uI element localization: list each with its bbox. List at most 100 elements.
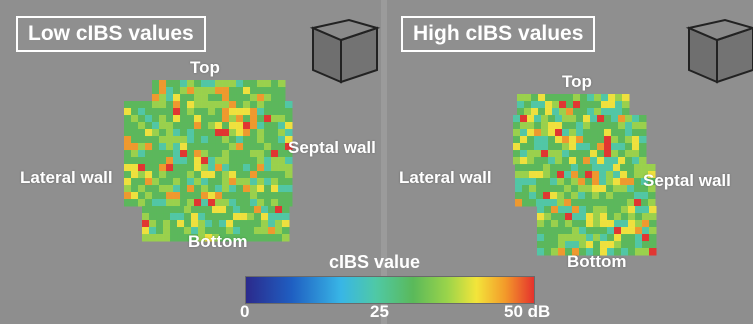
heart-map-cell <box>131 192 139 200</box>
heart-map-cell <box>565 206 573 214</box>
heart-map-cell <box>215 178 223 186</box>
heart-map-cell <box>285 178 293 186</box>
heart-map-cell <box>543 171 551 179</box>
heart-map-cell <box>243 129 251 137</box>
heart-map-cell <box>569 143 577 151</box>
heart-map-cell <box>564 171 572 179</box>
heart-map-cell <box>618 122 626 130</box>
heart-map-cell <box>566 101 574 109</box>
heart-map-cell <box>599 192 607 200</box>
heart-map-cell <box>229 199 237 207</box>
heart-map-cell <box>632 129 640 137</box>
heart-map-cell <box>572 248 580 256</box>
heart-map-cell <box>191 213 199 221</box>
heart-map-cell <box>583 129 591 137</box>
heart-map-cell <box>201 101 209 109</box>
heart-map-cell <box>201 87 209 95</box>
heart-map-cell <box>555 157 563 165</box>
heart-map-cell <box>517 94 525 102</box>
heart-map-cell <box>611 115 619 123</box>
heart-map-cell <box>247 206 255 214</box>
heart-map-cell <box>621 206 629 214</box>
heart-map-cell <box>201 108 209 116</box>
heart-map-cell <box>187 164 195 172</box>
heart-map-cell <box>243 192 251 200</box>
heart-map-cell <box>247 234 255 242</box>
heart-map-cell <box>585 185 593 193</box>
heart-map-cell <box>264 192 272 200</box>
heart-map-cell <box>187 108 195 116</box>
heart-map-cell <box>236 87 244 95</box>
heart-map-cell <box>515 164 523 172</box>
heart-map-cell <box>152 122 160 130</box>
heart-map-cell <box>621 234 629 242</box>
heart-map-cell <box>557 192 565 200</box>
heart-map-cell <box>611 129 619 137</box>
heart-map-cell <box>597 143 605 151</box>
heart-map-cell <box>191 234 199 242</box>
heart-map-cell <box>628 213 636 221</box>
heart-map-cell <box>611 150 619 158</box>
heart-map-cell <box>580 94 588 102</box>
heart-map-cell <box>607 213 615 221</box>
heart-map-cell <box>264 101 272 109</box>
heart-map-cell <box>536 164 544 172</box>
heart-map-cell <box>222 80 230 88</box>
heart-map-cell <box>250 129 258 137</box>
heart-map-cell <box>247 220 255 228</box>
heart-map-cell <box>201 199 209 207</box>
heart-map-cell <box>166 94 174 102</box>
heart-map-cell <box>558 227 566 235</box>
heart-map-cell <box>254 206 262 214</box>
heart-map-cell <box>257 101 265 109</box>
heart-map-cell <box>145 143 153 151</box>
heart-map-cell <box>520 157 528 165</box>
heart-map-cell <box>541 122 549 130</box>
heart-map-cell <box>264 94 272 102</box>
heart-map-cell <box>537 227 545 235</box>
heart-map-cell <box>194 199 202 207</box>
heart-map-cell <box>587 94 595 102</box>
heart-map-cell <box>173 143 181 151</box>
heart-map-cell <box>275 213 283 221</box>
heart-map-cell <box>201 192 209 200</box>
heart-map-cell <box>572 241 580 249</box>
heart-map-cell <box>578 171 586 179</box>
heart-map-cell <box>180 94 188 102</box>
heart-map-cell <box>548 143 556 151</box>
heart-map-cell <box>149 234 157 242</box>
heart-map-cell <box>198 206 206 214</box>
heart-map-cell <box>599 185 607 193</box>
heart-map-cell <box>254 220 262 228</box>
heart-map-cell <box>166 87 174 95</box>
heart-map-cell <box>551 227 559 235</box>
heart-map-cell <box>639 129 647 137</box>
heart-map-cell <box>527 157 535 165</box>
heart-map-cell <box>625 122 633 130</box>
heart-map-cell <box>527 122 535 130</box>
heart-map-cell <box>271 108 279 116</box>
heart-map-cell <box>534 115 542 123</box>
heart-map-cell <box>261 213 269 221</box>
heart-map-cell <box>180 178 188 186</box>
heart-map-cell <box>194 192 202 200</box>
heart-map-cell <box>615 101 623 109</box>
heart-map-cell <box>201 94 209 102</box>
heart-map-cell <box>187 80 195 88</box>
heart-map-cell <box>613 192 621 200</box>
heart-map-cell <box>524 101 532 109</box>
heart-map-cell <box>649 234 657 242</box>
heart-map-cell <box>233 234 241 242</box>
heart-map-cell <box>152 87 160 95</box>
heart-map-cell <box>586 227 594 235</box>
heart-map-cell <box>264 171 272 179</box>
heart-map-cell <box>592 185 600 193</box>
heart-map-cell <box>648 164 656 172</box>
heart-map-cell <box>544 241 552 249</box>
heart-map-cell <box>590 122 598 130</box>
heart-map-cell <box>632 122 640 130</box>
heart-map-cell <box>201 185 209 193</box>
heart-map-cell <box>173 80 181 88</box>
heart-map-cell <box>524 94 532 102</box>
heart-map-cell <box>544 220 552 228</box>
